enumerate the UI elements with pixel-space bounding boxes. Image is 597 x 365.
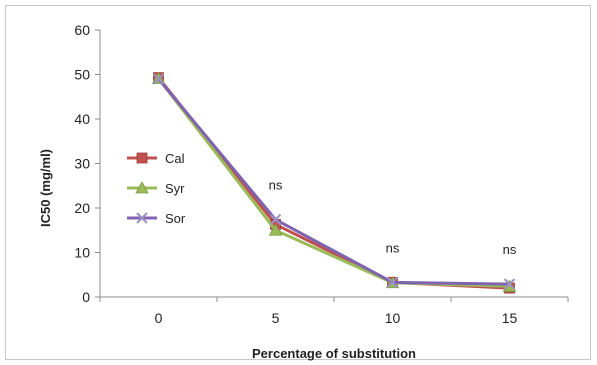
legend-item: Syr <box>127 181 185 196</box>
y-axis-ticks: 0 10 20 30 40 50 60 <box>74 22 100 305</box>
y-axis-title: IC50 (mg/ml) <box>38 149 53 227</box>
significance-annotation: ns <box>386 240 400 255</box>
x-axis-title: Percentage of substitution <box>252 346 416 361</box>
x-tick-label: 15 <box>502 310 518 326</box>
x-tick-label: 0 <box>155 310 163 326</box>
x-tick-label: 5 <box>272 310 280 326</box>
y-tick-label: 0 <box>82 289 90 305</box>
legend-label: Cal <box>165 151 185 166</box>
y-tick-label: 10 <box>74 245 90 261</box>
data-point-sor <box>503 278 516 290</box>
legend: Cal Syr Sor <box>127 151 186 226</box>
legend-label: Sor <box>165 211 186 226</box>
legend-item: Cal <box>127 151 185 166</box>
y-tick-label: 60 <box>74 22 90 38</box>
y-tick-label: 30 <box>74 156 90 172</box>
data-point-sor <box>386 276 399 289</box>
significance-annotation: ns <box>269 178 283 193</box>
data-point-sor <box>152 73 165 85</box>
legend-marker <box>136 152 148 164</box>
y-tick-label: 20 <box>74 200 90 216</box>
legend-marker <box>135 181 149 194</box>
y-tick-label: 50 <box>74 67 90 83</box>
series-layer <box>151 71 517 294</box>
legend-item: Sor <box>127 211 186 226</box>
x-tick-label: 10 <box>385 310 401 326</box>
data-point-syr <box>268 223 283 236</box>
series-sor <box>152 73 516 290</box>
series-line-sor <box>157 77 510 286</box>
legend-label: Syr <box>165 181 185 196</box>
chart-frame <box>5 5 591 360</box>
x-axis-ticks: 0 5 10 15 <box>99 297 569 326</box>
legend-marker <box>136 212 148 224</box>
data-point-sor <box>269 213 282 226</box>
significance-annotation: ns <box>503 242 517 257</box>
annotation-layer: ns ns ns <box>269 178 517 258</box>
y-tick-label: 40 <box>74 111 90 127</box>
